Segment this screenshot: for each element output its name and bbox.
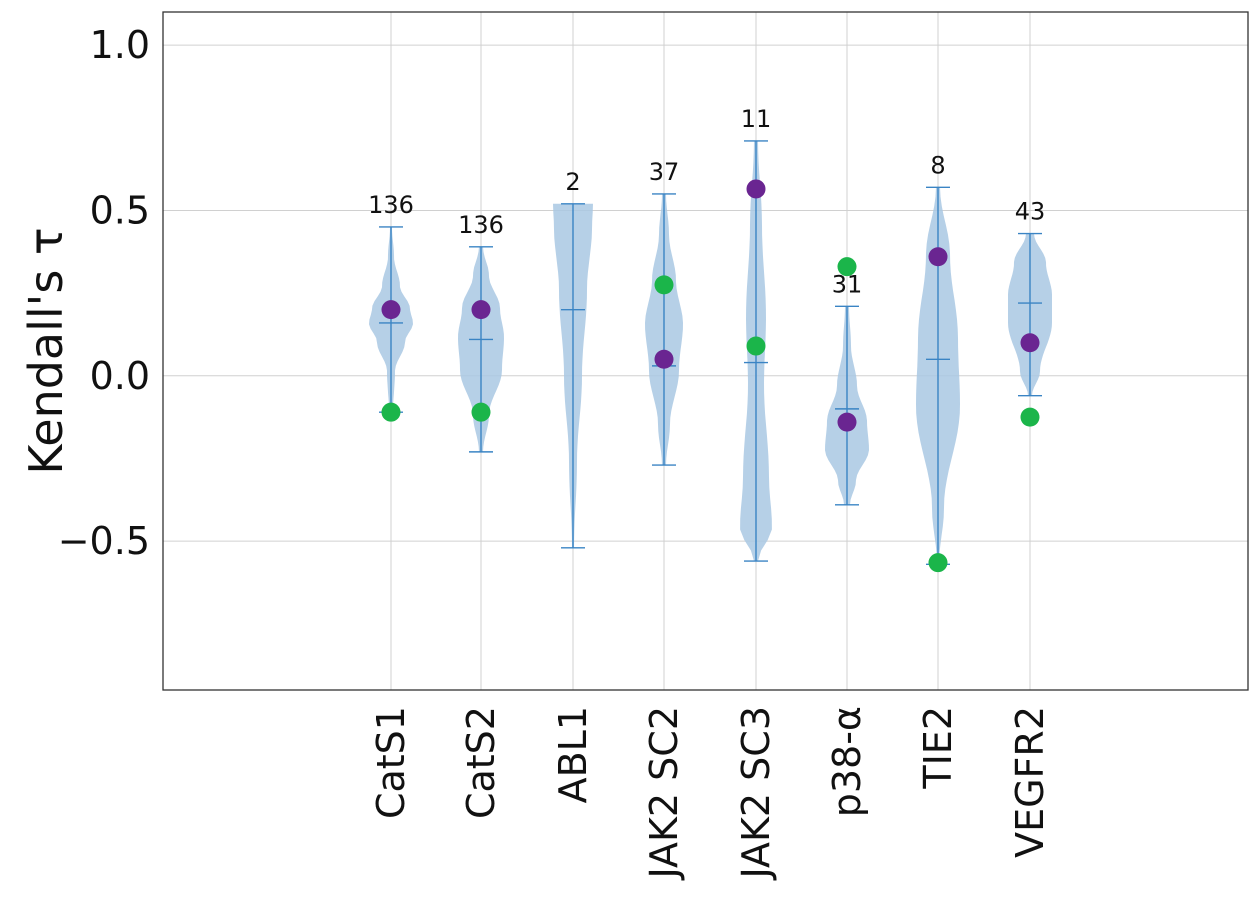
y-axis-title: Kendall's τ [19,227,73,474]
y-tick-label: −0.5 [58,519,150,563]
x-tick-label: CatS1 [369,706,413,819]
count-label: 136 [368,191,414,219]
green-marker [654,275,674,295]
purple-marker [471,300,491,320]
count-label: 31 [832,270,863,298]
green-marker [471,402,491,422]
labels: 1.0 0.5 0.0 −0.5 136 CatS1 136 CatS2 2 ABL1 37 JAK2… [58,23,1052,880]
purple-marker [928,247,948,267]
purple-marker [837,412,857,432]
y-tick-label: 0.5 [90,188,150,232]
count-label: 37 [649,158,680,186]
x-tick-label: JAK2 SC3 [734,706,778,881]
x-tick-label: CatS2 [459,706,503,819]
purple-marker [381,300,401,320]
green-marker [746,336,766,356]
plot-frame [162,11,1249,691]
y-tick-label: 1.0 [90,23,150,67]
x-tick-label: JAK2 SC2 [642,706,686,881]
count-label: 11 [741,105,772,133]
score-markers [381,179,1040,573]
green-marker [928,553,948,573]
count-label: 43 [1015,198,1046,226]
green-marker [381,402,401,422]
grid-lines [163,12,1248,690]
count-label: 8 [930,151,945,179]
count-label: 136 [458,211,504,239]
green-marker [837,257,857,277]
purple-marker [654,349,674,369]
x-tick-label: VEGFR2 [1008,706,1052,858]
y-tick-label: 0.0 [90,354,150,398]
violins [369,140,1052,566]
count-label: 2 [565,168,580,196]
purple-marker [746,179,766,199]
green-marker [1020,407,1040,427]
x-tick-label: ABL1 [551,706,595,803]
x-tick-label: p38-α [825,706,869,817]
x-tick-label: TIE2 [916,706,960,790]
purple-marker [1020,333,1040,353]
